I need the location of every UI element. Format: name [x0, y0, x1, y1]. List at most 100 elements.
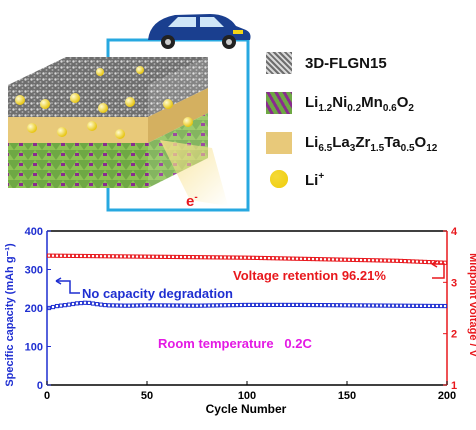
voltage-point — [82, 253, 88, 259]
voltage-point — [114, 254, 120, 259]
capacity-point — [90, 301, 96, 306]
external-circuit — [106, 38, 250, 212]
capacity-point — [426, 303, 432, 309]
capacity-point — [294, 302, 300, 308]
y-left-tick-label: 300 — [25, 265, 43, 277]
capacity-point — [270, 302, 276, 308]
capacity-point — [182, 303, 188, 308]
voltage-point — [294, 256, 300, 261]
voltage-point — [218, 255, 224, 260]
voltage-point — [50, 253, 56, 258]
capacity-point — [422, 303, 428, 309]
capacity-point — [290, 302, 296, 308]
capacity-point — [402, 303, 408, 308]
voltage-point — [422, 259, 428, 265]
voltage-point — [70, 253, 76, 258]
voltage-point — [230, 255, 236, 260]
y-left-tick-label: 100 — [25, 342, 43, 354]
voltage-point — [194, 255, 200, 260]
voltage-point — [222, 255, 228, 260]
voltage-point — [378, 258, 384, 263]
voltage-point — [162, 254, 168, 259]
voltage-point — [234, 255, 240, 260]
capacity-point — [330, 303, 336, 308]
capacity-point — [338, 303, 344, 308]
voltage-point — [326, 257, 332, 262]
capacity-point — [62, 303, 68, 308]
legend-swatch-garnet — [266, 132, 292, 154]
capacity-point — [82, 300, 88, 305]
voltage-point — [174, 254, 180, 260]
voltage-point — [138, 254, 144, 259]
voltage-point — [86, 253, 92, 259]
capacity-point — [86, 300, 92, 306]
legend-label-flgn: 3D-FLGN15 — [305, 55, 387, 72]
voltage-point — [130, 254, 136, 259]
voltage-point — [118, 254, 124, 259]
capacity-point — [326, 303, 332, 308]
capacity-point — [130, 303, 136, 308]
capacity-point — [226, 303, 232, 308]
legend-swatch-cathode — [266, 92, 292, 114]
capacity-point — [374, 303, 380, 308]
voltage-point — [338, 257, 344, 262]
capacity-point — [382, 303, 388, 308]
voltage-point — [442, 260, 448, 265]
capacity-point — [354, 303, 360, 308]
voltage-series — [46, 253, 448, 265]
capacity-point — [78, 300, 84, 306]
capacity-point — [378, 303, 384, 308]
capacity-point — [418, 303, 424, 308]
voltage-point — [46, 253, 52, 258]
voltage-point — [330, 257, 336, 262]
capacity-point — [70, 301, 76, 307]
capacity-point — [134, 303, 140, 308]
voltage-point — [394, 258, 400, 263]
voltage-point — [302, 256, 308, 261]
capacity-point — [322, 303, 328, 308]
capacity-point — [262, 302, 268, 308]
capacity-point — [406, 303, 412, 308]
voltage-point — [266, 256, 272, 261]
y-right-tick-label: 1 — [451, 380, 457, 392]
capacity-point — [274, 302, 280, 308]
voltage-point — [90, 254, 96, 259]
voltage-point — [206, 255, 212, 260]
voltage-point — [166, 254, 172, 259]
voltage-point — [282, 256, 288, 261]
car-icon — [148, 14, 251, 49]
capacity-point — [118, 303, 124, 308]
voltage-point — [390, 258, 396, 263]
capacity-point — [170, 303, 176, 308]
legend-swatch-flgn — [266, 52, 292, 74]
capacity-point — [298, 302, 304, 308]
capacity-point — [318, 303, 324, 308]
capacity-point — [222, 303, 228, 308]
capacity-point — [286, 302, 292, 308]
capacity-point — [162, 303, 168, 308]
capacity-point — [410, 303, 416, 308]
capacity-point — [266, 302, 272, 308]
flgn-top-face — [8, 57, 208, 85]
capacity-point — [442, 303, 448, 309]
voltage-point — [250, 255, 256, 260]
capacity-point — [434, 303, 440, 309]
capacity-point — [238, 302, 244, 308]
capacity-point — [166, 303, 172, 308]
capacity-point — [386, 303, 392, 308]
capacity-point — [350, 303, 356, 308]
layered-cell-block — [8, 57, 228, 206]
voltage-point — [406, 259, 412, 264]
voltage-point — [262, 255, 268, 261]
voltage-point — [54, 253, 60, 258]
capacity-point — [398, 303, 404, 308]
voltage-point — [254, 255, 260, 260]
capacity-point — [110, 303, 116, 308]
y-left-tick-label: 200 — [25, 303, 43, 315]
y-right-tick-label: 3 — [451, 277, 457, 289]
voltage-point — [126, 254, 132, 259]
y-right-tick-label: 4 — [451, 226, 458, 238]
capacity-point — [150, 303, 156, 308]
voltage-point — [94, 254, 100, 259]
capacity-point — [138, 303, 144, 308]
